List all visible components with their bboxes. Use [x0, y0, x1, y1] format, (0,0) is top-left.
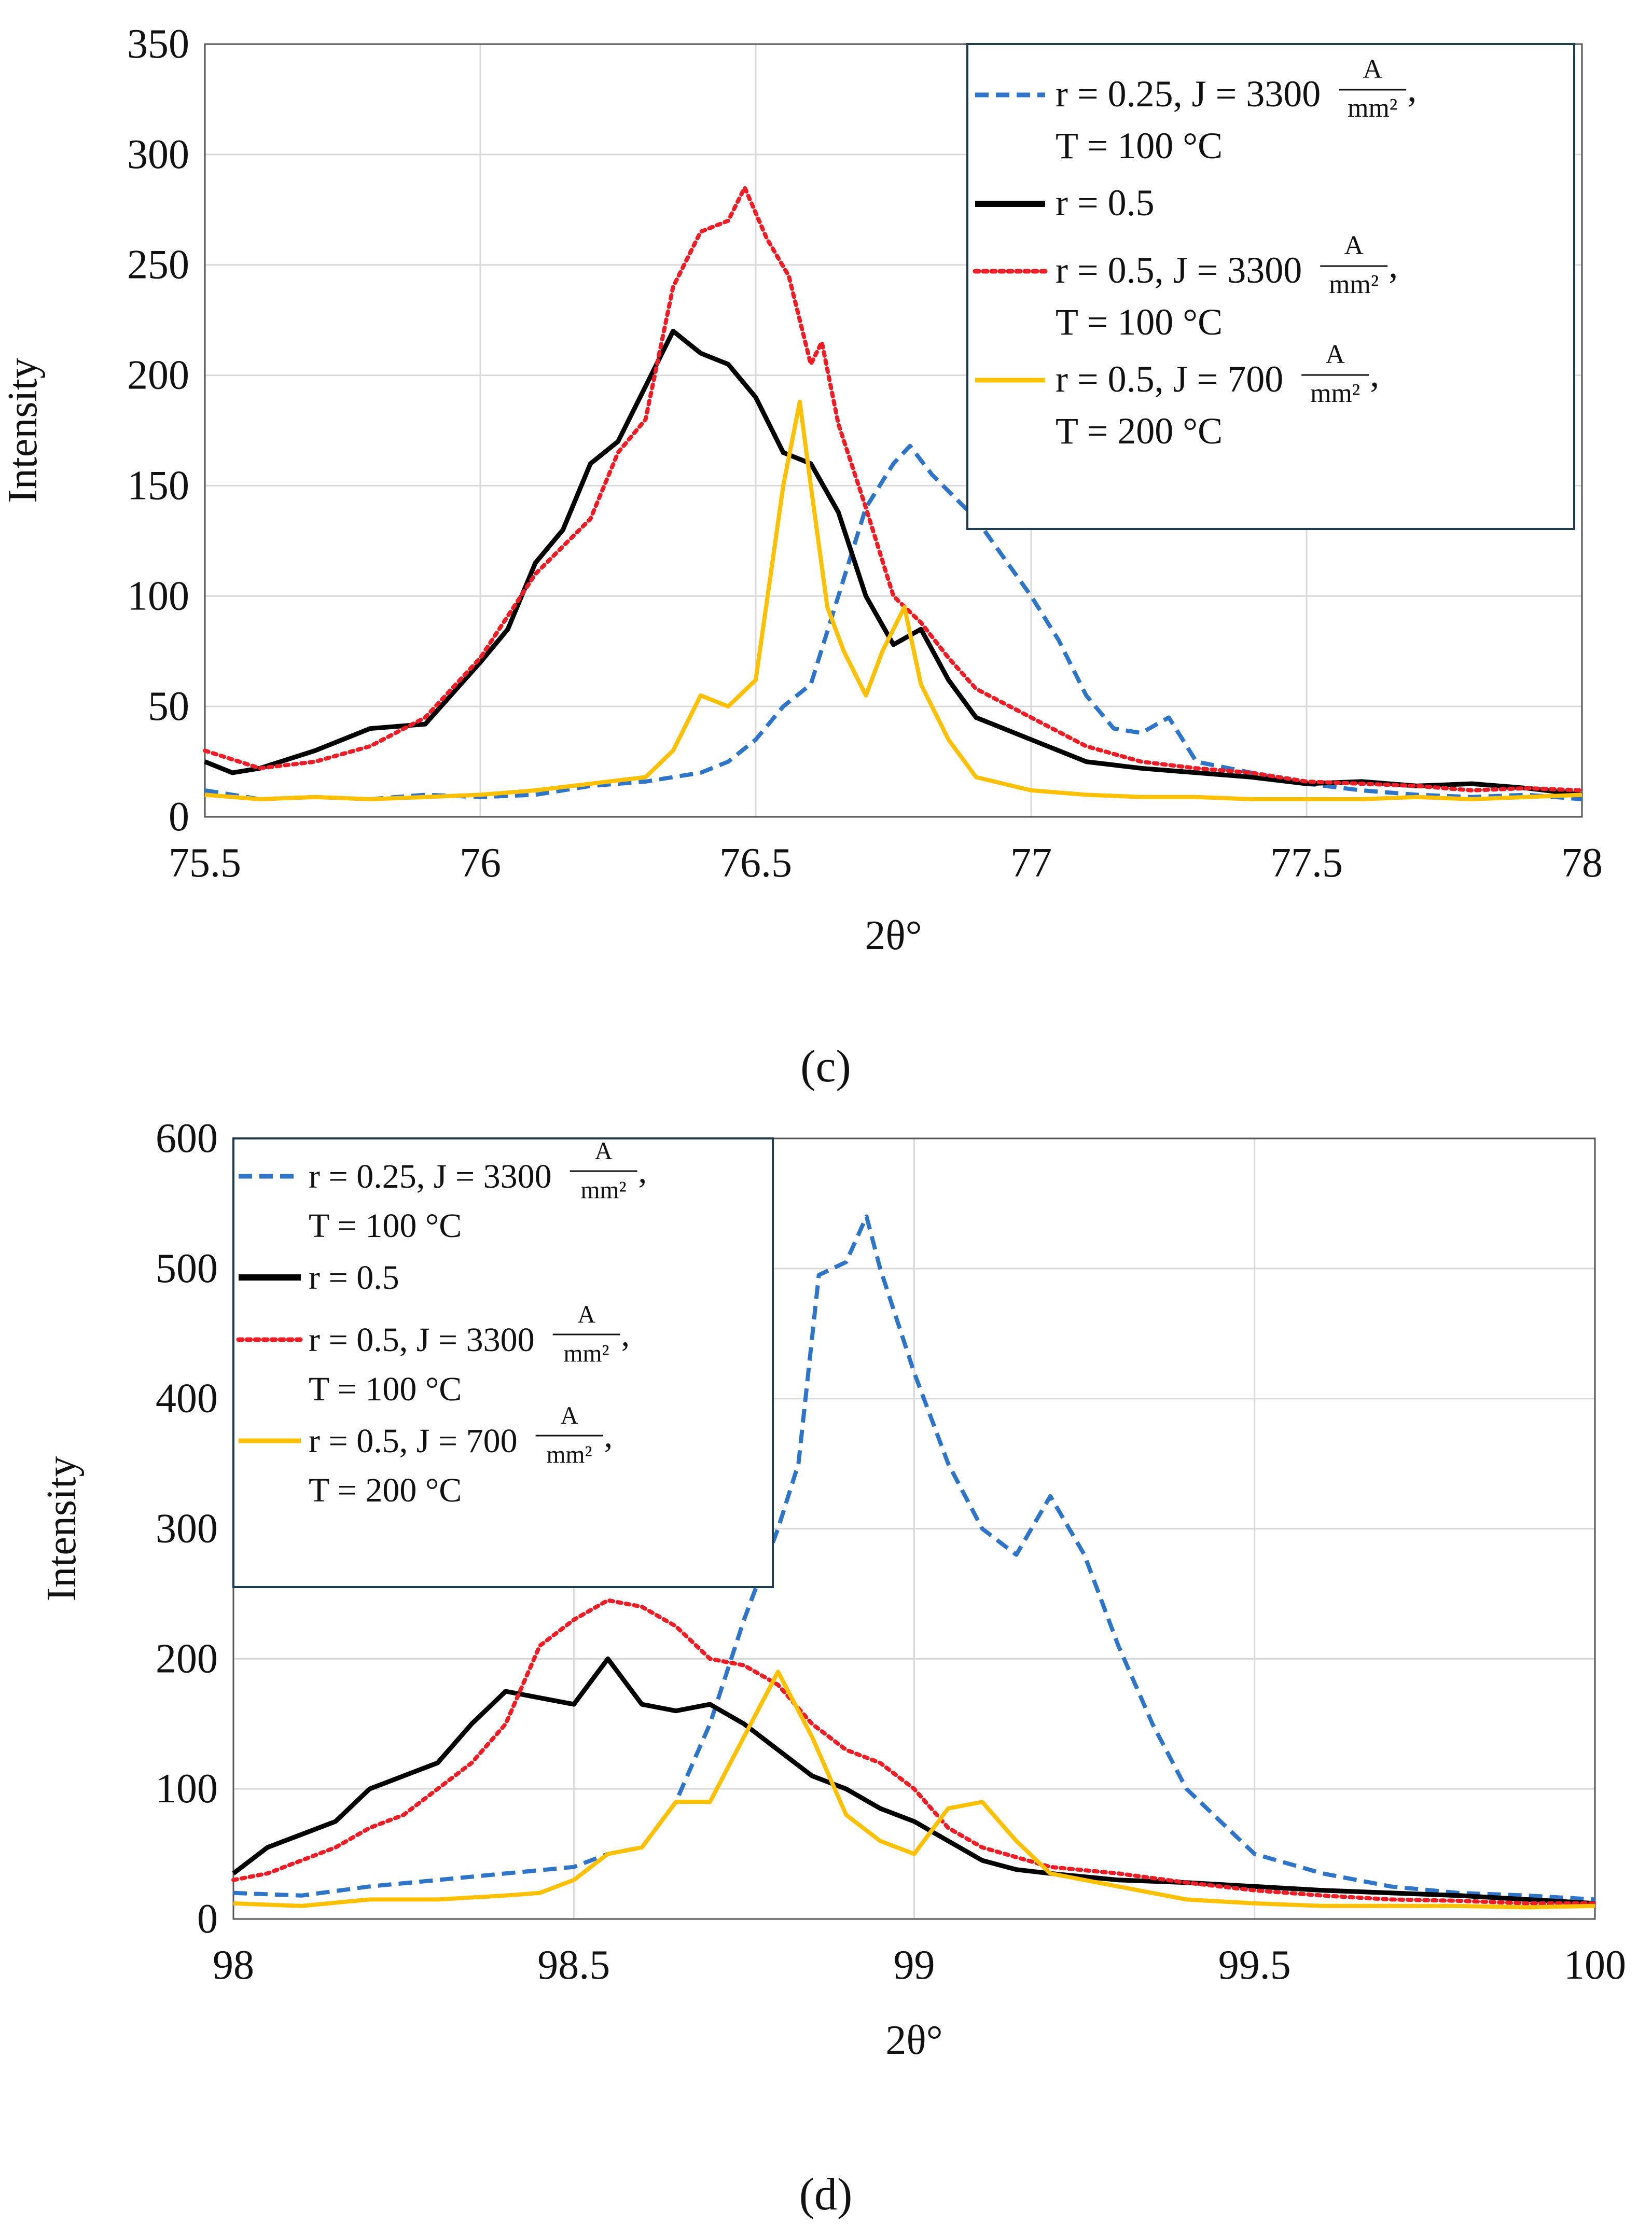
y-tick-label: 150	[127, 463, 189, 508]
x-tick-label: 76.5	[719, 840, 792, 886]
unit-denominator: mm²	[547, 1441, 592, 1468]
y-tick-label: 50	[148, 684, 189, 729]
legend-label-1: r = 0.25, J = 3300	[309, 1158, 552, 1195]
legend-label-3: r = 0.5, J = 3300	[1056, 249, 1302, 291]
unit-denominator: mm²	[581, 1177, 627, 1204]
x-tick-label: 76	[460, 840, 501, 886]
unit-numerator: A	[594, 1138, 612, 1165]
y-tick-label: 350	[127, 21, 189, 67]
y-axis-label: Intensity	[0, 358, 46, 503]
y-tick-label: 200	[156, 1636, 218, 1681]
x-tick-label: 77	[1010, 840, 1052, 886]
series-line-4	[233, 1670, 1595, 1910]
y-tick-label: 250	[127, 242, 189, 288]
x-tick-label: 78	[1561, 840, 1603, 886]
legend-label-1: r = 0.25, J = 3300	[1056, 73, 1321, 115]
legend-box	[966, 43, 1575, 530]
series-line-2	[204, 328, 1582, 797]
y-tick-label: 200	[127, 353, 189, 398]
x-tick-label: 77.5	[1270, 840, 1343, 886]
legend-comma: ,	[621, 1316, 630, 1354]
legend-label-2: r = 0.5	[309, 1259, 399, 1297]
y-tick-label: 300	[156, 1506, 218, 1552]
plot-area	[204, 43, 1583, 818]
unit-numerator: A	[1344, 231, 1364, 260]
series-line-3	[231, 1598, 1597, 1906]
chart-c: 0 50 100 150 200 250 300 350 75.5 76 76.5 77 77.5 78 2…	[0, 21, 1603, 958]
x-tick-label: 75.5	[169, 840, 241, 886]
x-axis-label: 2θ°	[865, 913, 922, 958]
y-tick-label: 500	[156, 1246, 218, 1291]
legend-label-3: r = 0.5, J = 3300	[309, 1321, 535, 1359]
unit-numerator: A	[1326, 340, 1345, 369]
legend-comma: ,	[604, 1417, 613, 1455]
unit-denominator: mm²	[564, 1340, 609, 1367]
unit-numerator: A	[577, 1301, 595, 1328]
y-tick-label: 100	[156, 1766, 218, 1812]
y-tick-label: 100	[127, 573, 189, 619]
x-axis-label: 2θ°	[885, 2018, 942, 2063]
legend-label-1-temperature: T = 100 °C	[309, 1207, 462, 1245]
unit-numerator: A	[1363, 54, 1383, 84]
y-tick-label: 400	[156, 1376, 218, 1422]
legend-label-4-temperature: T = 200 °C	[309, 1471, 462, 1509]
y-axis-label: Intensity	[39, 1456, 85, 1602]
legend-label-4: r = 0.5, J = 700	[1056, 358, 1283, 400]
legend-label-4: r = 0.5, J = 700	[309, 1422, 518, 1460]
legend-label-2: r = 0.5	[1056, 182, 1155, 224]
legend-comma: ,	[1370, 353, 1379, 395]
legend-comma: ,	[638, 1152, 647, 1190]
x-tick-label: 99	[894, 1942, 935, 1988]
unit-numerator: A	[560, 1402, 578, 1429]
y-tick-label: 600	[156, 1116, 218, 1161]
figure-caption-d: (d)	[799, 2170, 853, 2220]
series-line-3	[203, 185, 1584, 792]
y-tick-label: 0	[169, 794, 189, 840]
series-line-2	[232, 1656, 1595, 1906]
unit-denominator: mm²	[1310, 379, 1360, 408]
series-line-1	[233, 1214, 1595, 1902]
legend-comma: ,	[1407, 68, 1417, 109]
x-tick-label: 98.5	[537, 1942, 610, 1988]
legend-label-3-temperature: T = 100 °C	[1056, 301, 1223, 343]
legend-box	[232, 1137, 774, 1588]
figure-caption-c: (c)	[800, 1041, 851, 1092]
chart-d: 0 100 200 300 400 500 600 98 98.5 99 99.5 100 2θ° Int…	[39, 1116, 1626, 2063]
legend-comma: ,	[1389, 244, 1398, 286]
unit-denominator: mm²	[1329, 270, 1379, 299]
y-tick-label: 0	[197, 1896, 218, 1942]
unit-denominator: mm²	[1348, 93, 1397, 123]
legend-label-4-temperature: T = 200 °C	[1056, 410, 1223, 452]
legend-label-3-temperature: T = 100 °C	[309, 1370, 462, 1408]
y-tick-label: 300	[127, 132, 189, 177]
legend-label-1-temperature: T = 100 °C	[1056, 125, 1223, 166]
x-tick-label: 99.5	[1218, 1942, 1291, 1988]
series-line-4	[204, 399, 1582, 801]
x-tick-label: 100	[1564, 1942, 1626, 1988]
x-tick-label: 98	[213, 1942, 254, 1988]
